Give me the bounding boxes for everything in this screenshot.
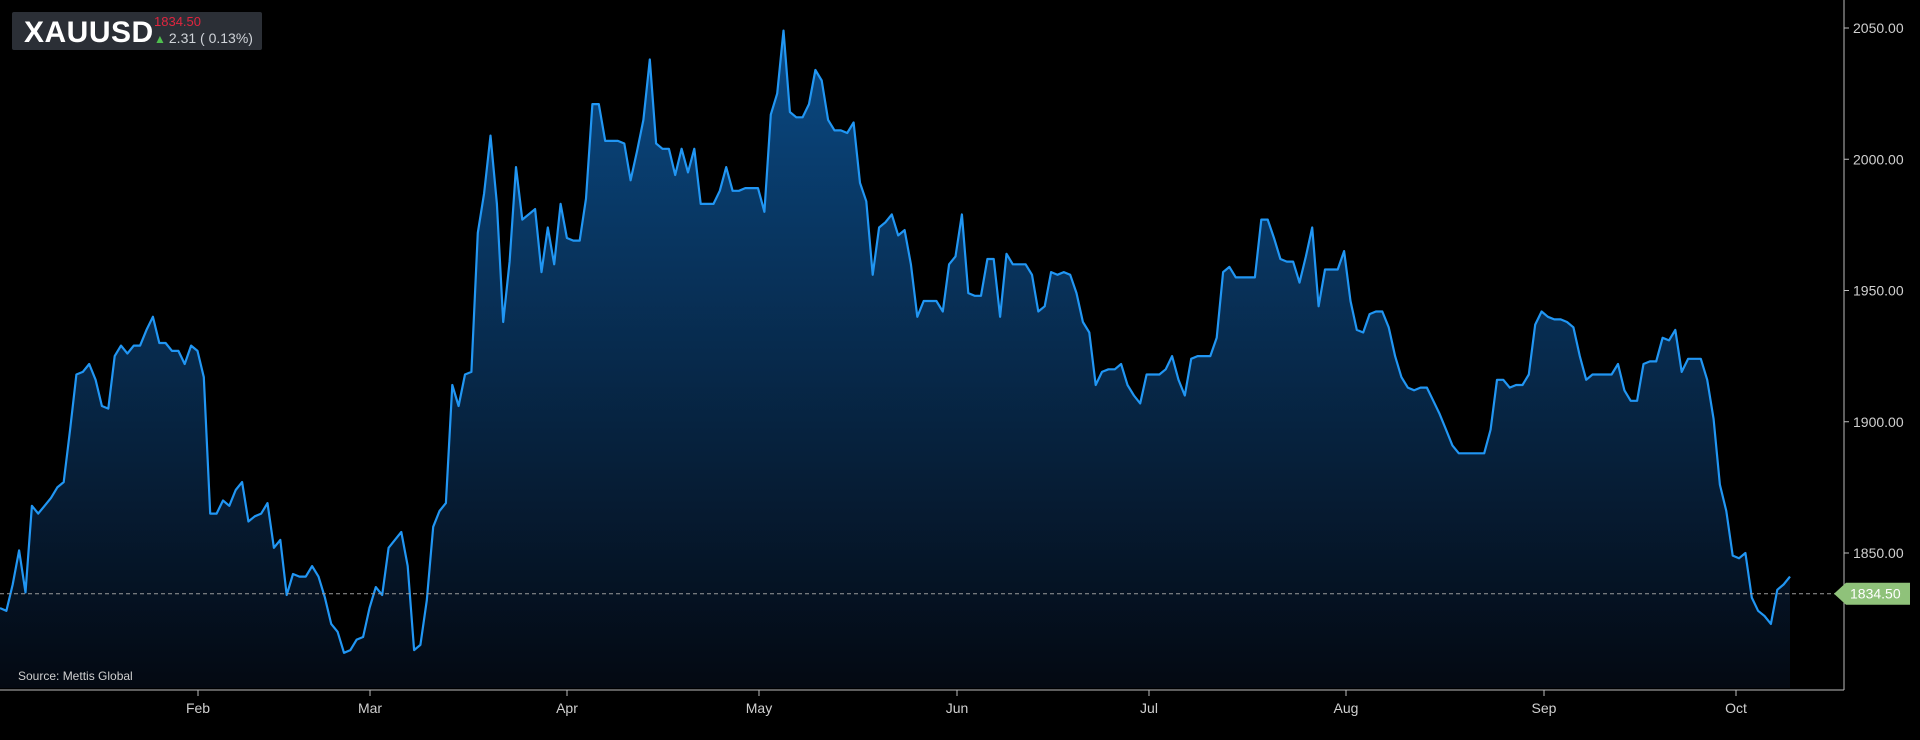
y-tick-label: 1950.00 xyxy=(1853,283,1904,299)
change-label: ▲ 2.31 ( 0.13%) xyxy=(154,30,253,47)
arrow-up-icon: ▲ xyxy=(154,32,166,46)
last-price-tag-label: 1834.50 xyxy=(1850,586,1901,602)
last-price-tag-bg xyxy=(1834,582,1910,605)
symbol-label: XAUUSD xyxy=(24,16,154,49)
quote-box: XAUUSD 1834.50 ▲ 2.31 ( 0.13%) xyxy=(12,12,262,50)
price-label: 1834.50 xyxy=(154,14,201,29)
x-tick-label: Apr xyxy=(556,700,578,716)
y-tick-label: 1850.00 xyxy=(1853,545,1904,561)
y-tick-label: 1900.00 xyxy=(1853,414,1904,430)
x-tick-label: Jun xyxy=(946,700,969,716)
x-tick-label: Feb xyxy=(186,700,210,716)
source-label: Source: Mettis Global xyxy=(18,669,133,683)
x-tick-label: Mar xyxy=(358,700,382,716)
change-value: 2.31 ( 0.13%) xyxy=(168,30,253,46)
last-price-tag: 1834.50 xyxy=(1834,582,1910,605)
price-line xyxy=(0,29,1791,654)
x-tick-label: May xyxy=(746,700,772,716)
x-tick-label: Jul xyxy=(1140,700,1158,716)
x-tick-label: Oct xyxy=(1725,700,1747,716)
y-tick-label: 2000.00 xyxy=(1853,151,1904,167)
y-tick-label: 2050.00 xyxy=(1853,20,1904,36)
price-area-fill xyxy=(0,30,1790,689)
x-tick-label: Aug xyxy=(1334,700,1359,716)
x-tick-label: Sep xyxy=(1532,700,1557,716)
